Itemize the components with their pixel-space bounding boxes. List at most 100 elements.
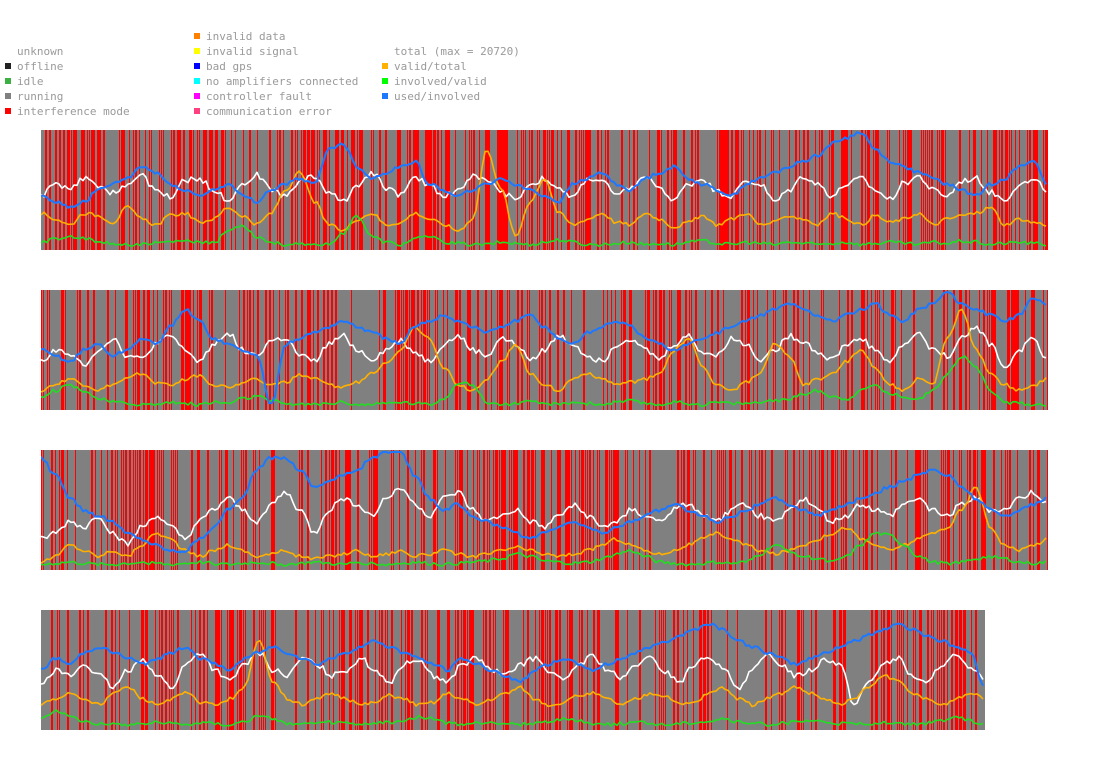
interference-bar: [703, 610, 705, 730]
interference-bar: [695, 130, 696, 250]
interference-bar: [83, 610, 84, 730]
interference-bar: [947, 450, 949, 570]
interference-bar: [543, 130, 545, 250]
interference-bar: [183, 290, 184, 410]
interference-bar: [429, 290, 430, 410]
interference-bar: [181, 290, 183, 410]
interference-bar: [243, 610, 244, 730]
interference-bar: [993, 130, 995, 250]
series-valid-total-line: [41, 639, 984, 708]
interference-bar: [615, 290, 616, 410]
interference-bar: [173, 130, 175, 250]
interference-bar: [971, 610, 972, 730]
interference-bar: [431, 130, 432, 250]
interference-bar: [41, 450, 42, 570]
interference-bar: [975, 610, 977, 730]
interference-bar: [1033, 130, 1035, 250]
interference-bar: [145, 450, 147, 570]
legend-swatch: [382, 48, 388, 54]
interference-bar: [425, 130, 427, 250]
interference-bar: [745, 290, 746, 410]
interference-bar: [645, 290, 646, 410]
series-total-line: [41, 651, 984, 706]
interference-bar: [1005, 450, 1006, 570]
interference-bar: [809, 290, 810, 410]
interference-bar: [259, 610, 260, 730]
interference-bar: [719, 450, 720, 570]
interference-bar: [569, 130, 570, 250]
interference-bar: [325, 450, 327, 570]
interference-bar: [447, 130, 449, 250]
interference-bar: [49, 130, 51, 250]
interference-bar: [225, 130, 226, 250]
interference-bar: [707, 610, 709, 730]
interference-bar: [779, 610, 780, 730]
interference-bar: [851, 130, 852, 250]
interference-bar: [829, 130, 830, 250]
interference-bar: [583, 450, 584, 570]
legend-label: used/involved: [394, 90, 481, 103]
interference-bar: [151, 450, 153, 570]
legend-label: controller fault: [206, 90, 312, 103]
interference-bar: [931, 610, 932, 730]
interference-bar: [135, 290, 136, 410]
interference-bar: [301, 130, 302, 250]
interference-bar: [1037, 130, 1038, 250]
interference-bar: [931, 130, 933, 250]
interference-bar: [137, 450, 138, 570]
interference-bar: [197, 450, 199, 570]
interference-bar: [607, 290, 608, 410]
interference-bar: [913, 290, 915, 410]
series-valid-total-line: [41, 150, 1047, 237]
interference-bar: [225, 290, 226, 410]
interference-bar: [483, 610, 484, 730]
interference-bar: [461, 610, 462, 730]
interference-bar: [421, 290, 422, 410]
interference-bar: [863, 290, 865, 410]
interference-bar: [601, 130, 602, 250]
interference-bar: [759, 130, 761, 250]
interference-bar: [115, 610, 116, 730]
interference-bar: [329, 450, 330, 570]
interference-bar: [59, 130, 61, 250]
interference-bar: [487, 130, 489, 250]
interference-bar: [701, 610, 702, 730]
interference-bar: [785, 290, 787, 410]
interference-bar: [539, 610, 540, 730]
interference-bar: [497, 290, 498, 410]
interference-bar: [915, 610, 916, 730]
interference-bar: [953, 450, 954, 570]
interference-bar: [193, 290, 194, 410]
interference-bar: [867, 130, 869, 250]
interference-bar: [939, 130, 940, 250]
interference-bar: [799, 610, 800, 730]
interference-bar: [605, 130, 606, 250]
interference-bar: [581, 130, 582, 250]
interference-bar: [911, 130, 912, 250]
interference-bar: [797, 290, 799, 410]
interference-bar: [91, 450, 93, 570]
interference-bar: [91, 130, 93, 250]
legend-label: invalid data: [206, 30, 286, 43]
interference-bar: [659, 130, 660, 250]
interference-bar: [927, 610, 929, 730]
interference-bar: [399, 130, 401, 250]
interference-bar: [401, 610, 402, 730]
interference-bar: [501, 290, 503, 410]
interference-bar: [943, 290, 945, 410]
interference-bar: [425, 290, 426, 410]
interference-marks: [41, 290, 1048, 410]
interference-bar: [677, 610, 679, 730]
interference-bar: [175, 450, 176, 570]
interference-bar: [143, 290, 145, 410]
interference-bar: [99, 130, 101, 250]
interference-bar: [257, 130, 258, 250]
legend-label: no amplifiers connected: [206, 75, 359, 88]
interference-bar: [83, 130, 85, 250]
interference-bar: [333, 610, 334, 730]
interference-bar: [887, 610, 889, 730]
interference-bar: [823, 290, 824, 410]
interference-bar: [405, 290, 407, 410]
series-involved-valid-line: [41, 214, 1047, 248]
interference-bar: [927, 450, 928, 570]
